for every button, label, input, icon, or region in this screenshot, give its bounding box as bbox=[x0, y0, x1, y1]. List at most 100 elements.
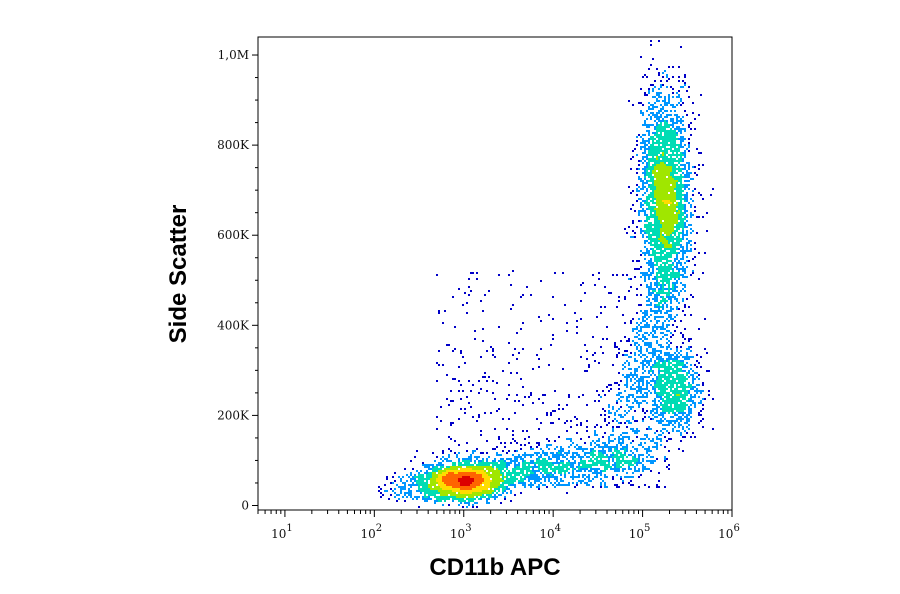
event-dot bbox=[672, 130, 674, 132]
event-dot bbox=[668, 96, 670, 98]
event-dot bbox=[468, 456, 470, 458]
event-dot bbox=[686, 244, 688, 246]
event-dot bbox=[654, 162, 656, 164]
event-dot bbox=[672, 200, 674, 202]
event-dot bbox=[660, 346, 662, 348]
event-dot bbox=[670, 238, 672, 240]
event-dot bbox=[426, 478, 428, 480]
event-dot bbox=[584, 452, 586, 454]
event-dot bbox=[656, 486, 658, 488]
event-dot bbox=[538, 464, 540, 466]
event-dot bbox=[514, 484, 516, 486]
event-dot bbox=[414, 474, 416, 476]
event-dot bbox=[480, 300, 482, 302]
event-dot bbox=[654, 148, 656, 150]
event-dot bbox=[636, 342, 638, 344]
event-dot bbox=[684, 224, 686, 226]
event-dot bbox=[596, 440, 598, 442]
event-dot bbox=[534, 476, 536, 478]
event-dot bbox=[442, 480, 444, 482]
event-dot bbox=[676, 214, 678, 216]
event-dot bbox=[438, 476, 440, 478]
event-dot bbox=[666, 272, 668, 274]
event-dot bbox=[650, 410, 652, 412]
event-dot bbox=[638, 134, 640, 136]
event-dot bbox=[662, 246, 664, 248]
event-dot bbox=[668, 234, 670, 236]
event-dot bbox=[642, 156, 644, 158]
event-dot bbox=[652, 334, 654, 336]
event-dot bbox=[672, 188, 674, 190]
event-dot bbox=[668, 374, 670, 376]
event-dot bbox=[700, 194, 702, 196]
event-dot bbox=[640, 388, 642, 390]
event-dot bbox=[688, 168, 690, 170]
event-dot bbox=[682, 224, 684, 226]
event-dot bbox=[662, 324, 664, 326]
event-dot bbox=[640, 328, 642, 330]
event-dot bbox=[648, 454, 650, 456]
event-dot bbox=[676, 252, 678, 254]
event-dot bbox=[632, 394, 634, 396]
event-dot bbox=[682, 230, 684, 232]
event-dot bbox=[580, 438, 582, 440]
event-dot bbox=[668, 420, 670, 422]
event-dot bbox=[460, 484, 462, 486]
event-dot bbox=[440, 476, 442, 478]
event-dot bbox=[704, 318, 706, 320]
event-dot bbox=[558, 466, 560, 468]
event-dot bbox=[682, 154, 684, 156]
event-dot bbox=[676, 430, 678, 432]
event-dot bbox=[594, 470, 596, 472]
event-dot bbox=[412, 476, 414, 478]
event-dot bbox=[658, 144, 660, 146]
event-dot bbox=[684, 194, 686, 196]
event-dot bbox=[670, 174, 672, 176]
event-dot bbox=[656, 458, 658, 460]
event-dot bbox=[508, 362, 510, 364]
event-dot bbox=[630, 168, 632, 170]
event-dot bbox=[564, 452, 566, 454]
event-dot bbox=[588, 436, 590, 438]
event-dot bbox=[590, 468, 592, 470]
event-dot bbox=[572, 468, 574, 470]
event-dot bbox=[474, 330, 476, 332]
event-dot bbox=[644, 274, 646, 276]
event-dot bbox=[476, 474, 478, 476]
event-dot bbox=[652, 194, 654, 196]
event-dot bbox=[464, 472, 466, 474]
event-dot bbox=[668, 360, 670, 362]
event-dot bbox=[686, 196, 688, 198]
event-dot bbox=[672, 76, 674, 78]
event-dot bbox=[668, 344, 670, 346]
event-dot bbox=[582, 282, 584, 284]
event-dot bbox=[466, 484, 468, 486]
event-dot bbox=[682, 168, 684, 170]
event-dot bbox=[648, 270, 650, 272]
event-dot bbox=[480, 488, 482, 490]
event-dot bbox=[508, 458, 510, 460]
event-dot bbox=[666, 274, 668, 276]
event-dot bbox=[482, 486, 484, 488]
event-dot bbox=[674, 244, 676, 246]
event-dot bbox=[660, 412, 662, 414]
event-dot bbox=[612, 434, 614, 436]
event-dot bbox=[486, 494, 488, 496]
event-dot bbox=[510, 458, 512, 460]
event-dot bbox=[646, 300, 648, 302]
event-dot bbox=[470, 482, 472, 484]
event-dot bbox=[628, 420, 630, 422]
event-dot bbox=[712, 428, 714, 430]
event-dot bbox=[698, 378, 700, 380]
event-dot bbox=[560, 466, 562, 468]
event-dot bbox=[402, 486, 404, 488]
event-dot bbox=[660, 132, 662, 134]
event-dot bbox=[642, 208, 644, 210]
event-dot bbox=[664, 230, 666, 232]
event-dot bbox=[658, 130, 660, 132]
event-dot bbox=[656, 208, 658, 210]
event-dot bbox=[512, 270, 514, 272]
event-dot bbox=[564, 422, 566, 424]
event-dot bbox=[692, 270, 694, 272]
event-dot bbox=[444, 496, 446, 498]
